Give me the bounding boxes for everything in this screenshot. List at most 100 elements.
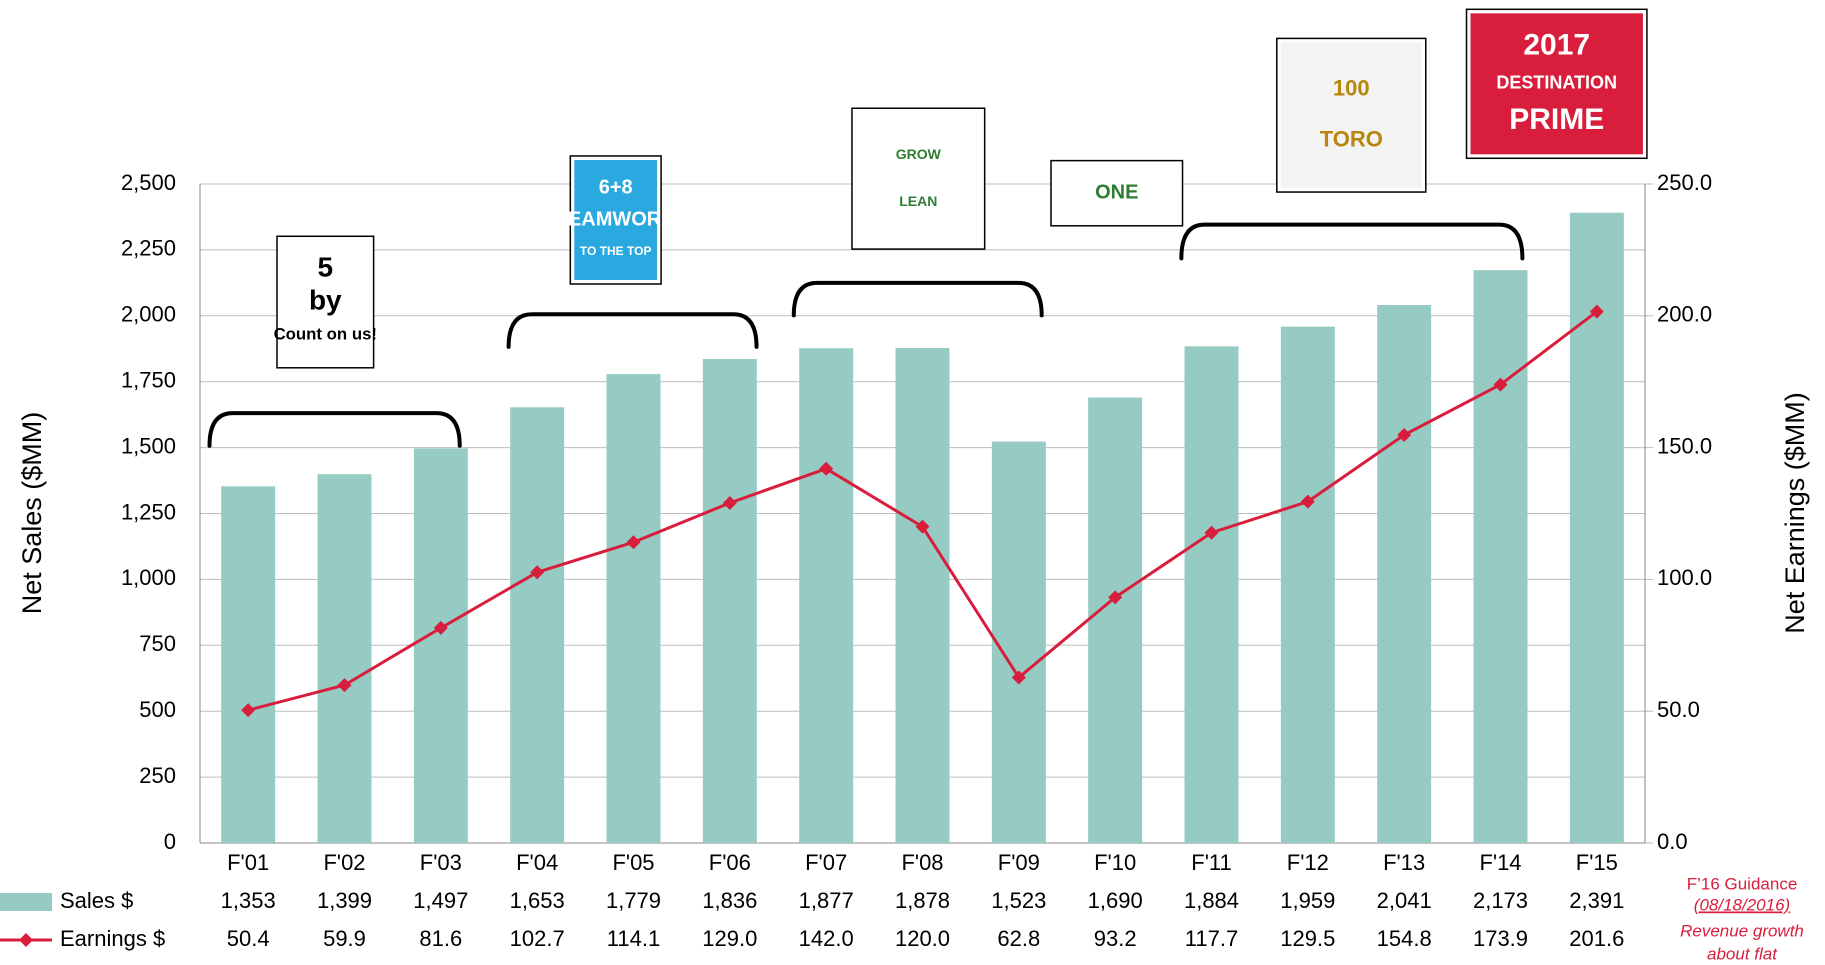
logo-text: 100 — [1333, 75, 1370, 100]
table-value: 1,779 — [606, 888, 661, 913]
table-value: 2,041 — [1377, 888, 1432, 913]
y2-tick-label: 50.0 — [1657, 697, 1700, 722]
x-tick-label: F'03 — [420, 850, 462, 875]
marker — [1589, 304, 1604, 319]
y2-axis-label: Net Earnings ($MM) — [1780, 392, 1810, 634]
table-value: 2,391 — [1569, 888, 1624, 913]
logo-text: Count on us! — [274, 324, 377, 343]
legend-marker — [19, 933, 33, 947]
bar — [1088, 397, 1143, 843]
bar — [1280, 326, 1335, 843]
table-value: 129.5 — [1280, 926, 1335, 951]
table-value: 50.4 — [227, 926, 270, 951]
bracket — [506, 312, 759, 349]
table-value: 1,690 — [1088, 888, 1143, 913]
bar — [895, 347, 950, 843]
table-value: 93.2 — [1094, 926, 1137, 951]
logo-bg — [1280, 42, 1422, 189]
logo-bg — [1470, 13, 1643, 155]
logo-text: 5 — [318, 252, 334, 283]
y-tick-label: 2,250 — [121, 236, 176, 261]
y2-tick-label: 250.0 — [1657, 170, 1712, 195]
logo-text: DESTINATION — [1496, 73, 1617, 93]
y-tick-label: 250 — [139, 763, 176, 788]
table-value: 1,959 — [1280, 888, 1335, 913]
y-tick-label: 2,500 — [121, 170, 176, 195]
x-tick-label: F'04 — [516, 850, 558, 875]
bar — [317, 474, 372, 843]
x-tick-label: F'07 — [805, 850, 847, 875]
logo-text: ONE — [1095, 181, 1138, 203]
bar — [991, 441, 1046, 843]
table-value: 59.9 — [323, 926, 366, 951]
y2-tick-label: 0.0 — [1657, 829, 1688, 854]
logo-text: LEAN — [899, 193, 937, 209]
table-value: 1,884 — [1184, 888, 1239, 913]
x-tick-label: F'08 — [901, 850, 943, 875]
table-value: 1,399 — [317, 888, 372, 913]
bar — [1473, 270, 1528, 843]
logo-text: GROW — [896, 146, 942, 162]
bracket — [791, 280, 1044, 318]
y-tick-label: 0 — [164, 829, 176, 854]
y-tick-label: 1,750 — [121, 368, 176, 393]
x-tick-label: F'05 — [612, 850, 654, 875]
table-value: 120.0 — [895, 926, 950, 951]
x-tick-label: F'10 — [1094, 850, 1136, 875]
logo-text: TEAMWORK — [556, 208, 677, 230]
y-tick-label: 750 — [139, 631, 176, 656]
marker — [1108, 590, 1123, 605]
x-tick-label: F'12 — [1287, 850, 1329, 875]
table-value: 129.0 — [702, 926, 757, 951]
marker — [1397, 427, 1412, 442]
table-value: 1,878 — [895, 888, 950, 913]
y-axis-label: Net Sales ($MM) — [17, 412, 47, 615]
bar — [1377, 304, 1432, 843]
table-value: 62.8 — [997, 926, 1040, 951]
bracket — [207, 411, 462, 448]
logo-bg — [574, 159, 658, 280]
y2-tick-label: 200.0 — [1657, 302, 1712, 327]
x-tick-label: F'13 — [1383, 850, 1425, 875]
bracket — [1179, 222, 1525, 261]
marker — [722, 495, 737, 510]
logo-bg — [1055, 164, 1179, 222]
y-tick-label: 1,500 — [121, 433, 176, 458]
bar — [510, 407, 565, 843]
logo-text: 2017 — [1523, 28, 1590, 61]
marker — [530, 565, 545, 580]
bar — [702, 359, 757, 843]
table-value: 154.8 — [1377, 926, 1432, 951]
bar — [799, 348, 854, 843]
table-value: 1,353 — [221, 888, 276, 913]
x-tick-label: F'02 — [323, 850, 365, 875]
x-tick-label: F'11 — [1191, 850, 1231, 875]
annotation: Revenue growth — [1680, 921, 1804, 940]
table-value: 1,836 — [702, 888, 757, 913]
marker — [1204, 525, 1219, 540]
legend-label: Sales $ — [60, 888, 133, 913]
y-tick-label: 1,250 — [121, 499, 176, 524]
logo-text: PRIME — [1509, 103, 1604, 136]
table-value: 1,653 — [510, 888, 565, 913]
marker — [1493, 377, 1508, 392]
table-value: 201.6 — [1569, 926, 1624, 951]
marker — [626, 535, 641, 550]
x-tick-label: F'09 — [998, 850, 1040, 875]
annotation: about flat — [1707, 944, 1778, 963]
marker — [433, 620, 448, 635]
y-tick-label: 2,000 — [121, 302, 176, 327]
table-value: 1,523 — [991, 888, 1046, 913]
marker — [337, 678, 352, 693]
marker — [1011, 670, 1026, 685]
legend-swatch — [0, 893, 52, 911]
annotation: (08/18/2016) — [1694, 895, 1790, 914]
logo-text: TO THE TOP — [580, 244, 652, 258]
table-value: 117.7 — [1185, 926, 1238, 951]
x-tick-label: F'15 — [1576, 850, 1618, 875]
table-value: 114.1 — [607, 926, 660, 951]
marker — [915, 519, 930, 534]
marker — [241, 703, 256, 718]
x-tick-label: F'06 — [709, 850, 751, 875]
y2-tick-label: 150.0 — [1657, 433, 1712, 458]
